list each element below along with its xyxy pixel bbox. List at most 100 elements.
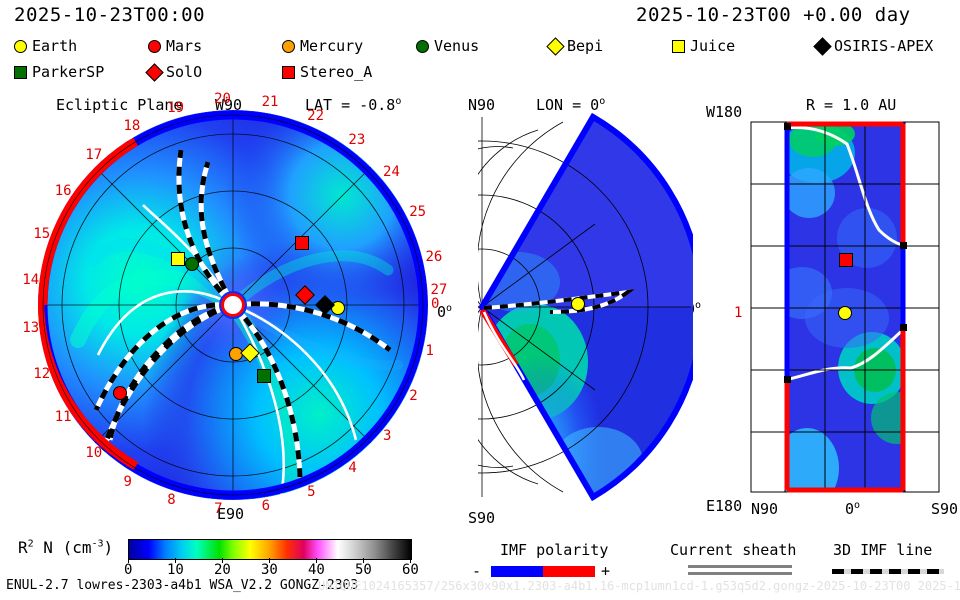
circle-marker	[838, 306, 852, 320]
carrington-tick-23: 23	[348, 131, 366, 148]
legend-label: ParkerSP	[32, 63, 105, 81]
square-marker	[14, 66, 27, 79]
legend-label: Mars	[166, 37, 203, 55]
body-marker-solo[interactable]	[295, 285, 315, 306]
polarity-positive-label: +	[601, 562, 611, 580]
carrington-tick-3: 3	[383, 427, 392, 444]
meridional-plane-plot[interactable]	[478, 112, 693, 502]
sun-marker-outer	[219, 291, 247, 319]
body-marker-mars[interactable]	[113, 385, 127, 404]
legend-label: SolO	[166, 63, 203, 81]
carrington-tick-0: 0	[431, 296, 440, 312]
legend-label: Earth	[32, 37, 78, 55]
colorbar-tick-mark	[316, 558, 317, 563]
square-marker	[282, 66, 295, 79]
diamond-marker	[813, 37, 832, 56]
legend-item-osiris-apex[interactable]: OSIRIS-APEX	[813, 37, 933, 56]
au-map-x-tick-value: N90	[751, 500, 779, 518]
circle-marker	[14, 40, 27, 53]
carrington-tick-24: 24	[383, 164, 400, 181]
meridional-title-unit: o	[599, 96, 606, 107]
au-map-corner-bottom-left: E180	[706, 497, 743, 515]
body-marker-mercury[interactable]	[229, 346, 243, 365]
legend-item-solo[interactable]: SolO	[145, 63, 203, 82]
carrington-tick-18: 18	[123, 118, 141, 135]
body-marker-stereo-a[interactable]	[839, 252, 853, 271]
carrington-tick-7: 7	[214, 500, 223, 517]
legend-item-juice[interactable]: Juice	[672, 39, 735, 54]
ecliptic-panel-title: Ecliptic Plane	[56, 96, 183, 114]
carrington-tick-13: 13	[22, 319, 40, 336]
imf-line-sample	[832, 569, 944, 574]
colorbar-label: R2 N (cm-3)	[18, 538, 113, 557]
unique-id-watermark: UNIQUE1024165357/256x30x90x1.2303-a4b1.1…	[318, 579, 960, 593]
carrington-tick-15: 15	[33, 225, 51, 242]
body-marker-juice[interactable]	[171, 251, 185, 270]
colorbar-tick-mark	[128, 558, 129, 563]
carrington-tick-8: 8	[167, 492, 176, 509]
au-map-y-tick: 1	[734, 305, 743, 321]
body-marker-bepi[interactable]	[240, 343, 260, 364]
body-marker-venus[interactable]	[185, 256, 199, 275]
colorbar-tick-mark	[410, 558, 411, 563]
carrington-tick-21: 21	[261, 94, 279, 111]
meridional-top-label: N90	[468, 96, 496, 114]
circle-marker	[282, 40, 295, 53]
diamond-marker	[295, 285, 315, 305]
body-marker-parkersp[interactable]	[257, 368, 271, 387]
legend-item-bepi[interactable]: Bepi	[546, 37, 603, 56]
colorbar-tick-mark	[363, 558, 364, 563]
legend-item-venus[interactable]: Venus	[416, 39, 479, 54]
carrington-tick-20: 20	[214, 91, 231, 108]
body-marker-earth[interactable]	[838, 305, 852, 324]
meridional-bottom-label: S90	[468, 509, 496, 527]
colorbar-label-main: R	[18, 538, 28, 557]
diamond-marker	[315, 295, 335, 315]
colorbar-tick-mark	[222, 558, 223, 563]
colorbar-tick-40: 40	[308, 562, 325, 578]
carrington-tick-4: 4	[348, 460, 357, 477]
carrington-tick-22: 22	[307, 107, 325, 124]
model-footer-text: ENUL-2.7 lowres-2303-a4b1 WSA_V2.2 GONGZ…	[6, 578, 359, 593]
colorbar-tick-60: 60	[402, 562, 419, 578]
carrington-tick-2: 2	[409, 388, 418, 404]
timestamp-title-left: 2025-10-23T00:00	[14, 4, 206, 26]
ecliptic-right-unit: o	[446, 303, 453, 314]
legend-item-mars[interactable]: Mars	[148, 39, 202, 54]
carrington-tick-11: 11	[54, 408, 72, 425]
colorbar-label-sup: 2	[27, 538, 34, 550]
legend-item-stereo-a[interactable]: Stereo_A	[282, 65, 372, 80]
carrington-tick-1: 1	[425, 343, 434, 360]
ecliptic-plane-plot[interactable]	[38, 110, 428, 500]
legend-item-earth[interactable]: Earth	[14, 39, 77, 54]
circle-marker	[113, 386, 127, 400]
legend-label: Venus	[434, 37, 480, 55]
body-marker-stereo-a[interactable]	[295, 235, 309, 254]
carrington-tick-25: 25	[409, 203, 427, 220]
legend-item-mercury[interactable]: Mercury	[282, 39, 363, 54]
colorbar-tick-20: 20	[214, 562, 231, 578]
density-colorbar[interactable]	[128, 539, 412, 560]
au-map-x-tick-S90: S90	[931, 500, 958, 518]
imf-polarity-legend-title: IMF polarity	[500, 541, 609, 559]
legend-label: Juice	[690, 37, 736, 55]
colorbar-tick-mark	[175, 558, 176, 563]
carrington-tick-14: 14	[22, 272, 40, 289]
square-marker	[839, 253, 853, 267]
one-au-map-plot[interactable]	[747, 118, 943, 496]
timestamp-title-right: 2025-10-23T00 +0.00 day	[636, 4, 911, 26]
ecliptic-right-value: 0	[437, 303, 447, 321]
body-marker-osiris-apex[interactable]	[315, 295, 335, 316]
au-map-x-tick-N90: N90	[751, 500, 778, 518]
polarity-color-bar	[491, 566, 595, 577]
circle-marker	[416, 40, 429, 53]
carrington-tick-9: 9	[123, 473, 132, 490]
legend-label: Stereo_A	[300, 63, 373, 81]
body-marker-earth[interactable]	[571, 296, 585, 315]
legend-item-parkersp[interactable]: ParkerSP	[14, 65, 104, 80]
circle-marker	[571, 297, 585, 311]
current-sheath-line-upper	[688, 565, 792, 568]
colorbar-tick-30: 30	[261, 562, 278, 578]
meridional-title-value: LON = 0	[536, 96, 600, 114]
ecliptic-right-label: 0o	[437, 303, 452, 321]
